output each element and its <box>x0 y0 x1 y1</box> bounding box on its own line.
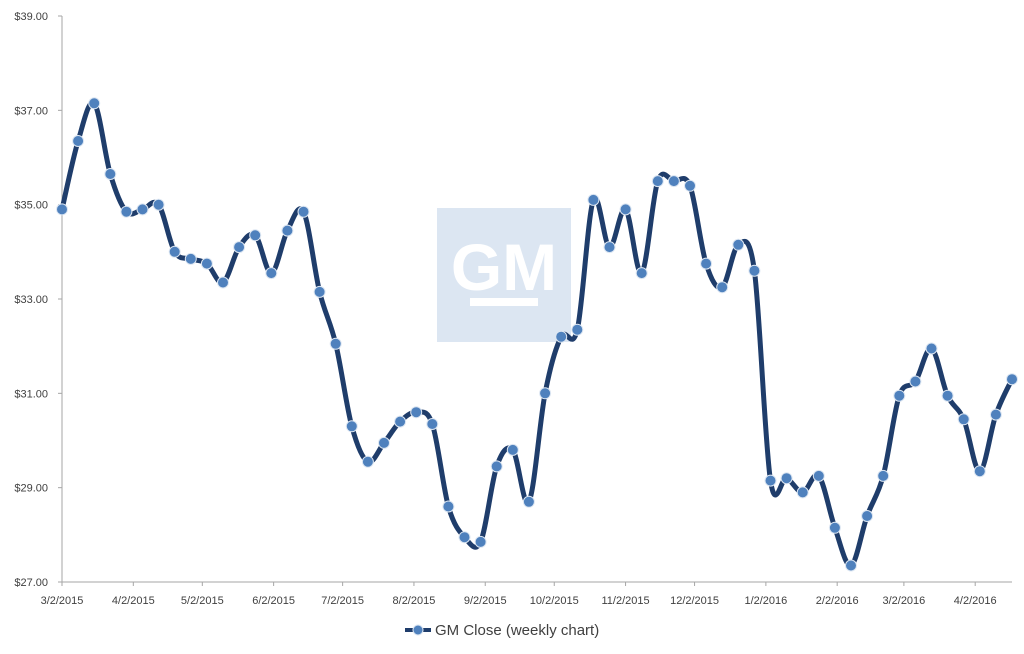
data-point-marker <box>72 135 85 147</box>
data-point-marker <box>120 205 133 218</box>
data-point-marker <box>732 238 745 251</box>
legend-marker-swatch <box>412 624 424 636</box>
series-markers <box>56 97 1018 572</box>
x-tick-label: 3/2/2016 <box>882 595 925 607</box>
data-point-marker <box>168 245 181 258</box>
x-tick-label: 1/2/2016 <box>744 595 787 607</box>
data-point-marker <box>345 420 358 433</box>
x-tick-label: 9/2/2015 <box>464 595 507 607</box>
data-point-marker <box>522 495 535 508</box>
x-tick-label: 11/2/2015 <box>601 595 649 607</box>
data-point-marker <box>506 443 519 456</box>
data-point-marker <box>378 436 390 449</box>
x-tick-label: 4/2/2015 <box>112 595 155 607</box>
data-point-marker <box>249 229 262 242</box>
data-point-marker <box>329 337 342 350</box>
data-point-marker <box>281 224 294 237</box>
x-axis-ticks: 3/2/2015 4/2/2015 5/2/2015 6/2/2015 7/2/2015… <box>41 582 997 607</box>
data-point-marker <box>152 198 165 211</box>
data-point-marker <box>104 168 117 180</box>
x-tick-label: 4/2/2016 <box>954 595 997 607</box>
data-point-marker <box>217 276 229 289</box>
data-point-marker <box>136 203 149 216</box>
data-point-marker <box>555 330 568 343</box>
data-point-marker <box>828 521 841 534</box>
data-point-marker <box>539 387 552 400</box>
x-tick-label: 12/2/2015 <box>670 595 719 607</box>
data-point-marker <box>716 281 729 294</box>
y-tick-label: $31.00 <box>14 388 48 400</box>
data-point-marker <box>297 205 310 218</box>
data-point-marker <box>812 469 825 482</box>
data-point-marker <box>845 559 857 572</box>
data-point-marker <box>684 179 696 192</box>
x-tick-label: 8/2/2015 <box>393 595 436 607</box>
y-tick-label: $29.00 <box>14 483 48 495</box>
data-point-marker <box>893 389 906 402</box>
x-tick-label: 5/2/2015 <box>181 595 224 607</box>
data-point-marker <box>200 257 213 270</box>
y-tick-label: $27.00 <box>14 577 48 589</box>
data-point-marker <box>313 285 326 298</box>
data-point-marker <box>651 175 664 188</box>
legend-label: GM Close (weekly chart) <box>435 622 599 639</box>
data-point-marker <box>184 252 197 265</box>
gm-logo-text: GM <box>451 230 557 304</box>
data-point-marker <box>490 460 503 473</box>
data-point-marker <box>394 415 407 428</box>
data-point-marker <box>973 465 986 478</box>
data-point-marker <box>667 175 680 188</box>
data-point-marker <box>1006 373 1018 386</box>
data-point-marker <box>909 375 922 388</box>
data-point-marker <box>700 257 713 270</box>
data-point-marker <box>603 241 616 254</box>
data-point-marker <box>233 241 246 254</box>
data-point-marker <box>56 203 68 216</box>
data-point-marker <box>780 472 793 485</box>
data-point-marker <box>361 455 374 468</box>
y-tick-label: $35.00 <box>14 200 48 212</box>
data-point-marker <box>458 531 471 544</box>
legend: GM Close (weekly chart) <box>405 622 599 639</box>
y-tick-label: $37.00 <box>14 105 48 117</box>
data-point-marker <box>619 203 632 216</box>
x-tick-label: 6/2/2015 <box>252 595 295 607</box>
gm-logo-background <box>437 208 571 342</box>
data-point-marker <box>877 469 890 482</box>
gm-logo-underline <box>470 298 538 306</box>
y-tick-label: $33.00 <box>14 294 48 306</box>
data-point-marker <box>635 267 648 280</box>
y-axis-ticks: $27.00 $29.00 $31.00 $33.00 $35.00 $37.00 $39.… <box>14 11 62 589</box>
data-point-marker <box>442 500 455 513</box>
data-point-marker <box>748 264 761 277</box>
x-tick-label: 3/2/2015 <box>41 595 84 607</box>
data-point-marker <box>474 535 487 548</box>
x-tick-label: 2/2/2016 <box>816 595 859 607</box>
data-point-marker <box>861 510 874 522</box>
data-point-marker <box>925 342 938 355</box>
data-point-marker <box>265 267 278 280</box>
gm-logo-watermark: GM <box>437 208 571 342</box>
data-point-marker <box>587 193 600 206</box>
x-tick-label: 7/2/2015 <box>321 595 364 607</box>
x-tick-label: 10/2/2015 <box>530 595 579 607</box>
data-point-marker <box>989 408 1002 421</box>
data-point-marker <box>426 418 439 430</box>
data-point-marker <box>410 406 423 419</box>
data-point-marker <box>764 474 777 487</box>
data-point-marker <box>571 323 584 336</box>
data-point-marker <box>941 389 954 402</box>
data-point-marker <box>957 413 970 426</box>
data-point-marker <box>796 486 809 499</box>
y-tick-label: $39.00 <box>14 11 48 23</box>
data-point-marker <box>88 97 101 110</box>
